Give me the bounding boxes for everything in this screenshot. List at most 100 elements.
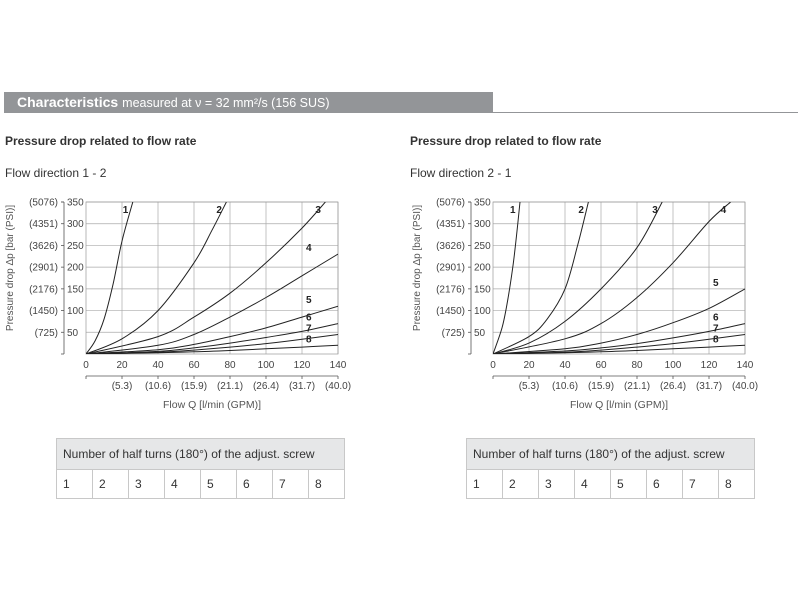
y-tick-label: 350 <box>67 198 84 209</box>
table-cell: 8 <box>308 469 345 499</box>
x-tick-gpm-label: (21.1) <box>624 381 650 392</box>
x-tick-label: 60 <box>595 360 607 371</box>
half-turns-table-right: Number of half turns (180°) of the adjus… <box>466 438 755 499</box>
curve-label-6: 6 <box>306 313 312 324</box>
curve-label-7: 7 <box>713 323 719 334</box>
table-cell: 5 <box>200 469 237 499</box>
curve-label-8: 8 <box>713 334 719 345</box>
y-tick-psi-label: (2901) <box>29 263 58 274</box>
y-axis-label: Pressure drop Δp [bar (PSI)] <box>5 205 16 331</box>
curve-2 <box>493 202 589 354</box>
x-tick-label: 20 <box>523 360 535 371</box>
table-cell: 7 <box>272 469 309 499</box>
table-cell: 4 <box>574 469 611 499</box>
panel-left-flow-direction: Flow direction 1 - 2 <box>5 166 107 180</box>
table-header: Number of half turns (180°) of the adjus… <box>466 438 755 470</box>
y-tick-psi-label: (3626) <box>436 241 465 252</box>
x-axis: 0 20 40 60 80 100 120 140 (5.3) (10.6) (15.9) (21.1… <box>83 360 351 411</box>
x-tick-label: 0 <box>490 360 496 371</box>
curve-label-3: 3 <box>315 205 321 216</box>
x-tick-gpm-label: (40.0) <box>732 381 758 392</box>
table-cell: 2 <box>502 469 539 499</box>
table-cell: 6 <box>236 469 273 499</box>
curve-label-1: 1 <box>510 205 516 216</box>
x-tick-gpm-label: (31.7) <box>696 381 722 392</box>
x-tick-gpm-label: (26.4) <box>660 381 686 392</box>
y-tick-label: 200 <box>67 263 84 274</box>
curve-label-1: 1 <box>123 205 129 216</box>
y-tick-psi-label: (2176) <box>29 284 58 295</box>
curve-6 <box>493 323 745 354</box>
x-axis-label: Flow Q [l/min (GPM)] <box>570 399 668 411</box>
header-subtitle: measured at ν = 32 mm²/s (156 SUS) <box>122 96 330 110</box>
curve-4 <box>493 202 731 354</box>
curve-3 <box>86 202 326 354</box>
x-tick-label: 100 <box>665 360 682 371</box>
y-tick-label: 350 <box>474 198 491 209</box>
x-tick-label: 0 <box>83 360 89 371</box>
x-axis-label: Flow Q [l/min (GPM)] <box>163 399 261 411</box>
y-tick-label: 100 <box>474 306 491 317</box>
x-tick-label: 140 <box>737 360 754 371</box>
header-rule <box>493 112 798 113</box>
curve-label-5: 5 <box>306 295 312 306</box>
table-header: Number of half turns (180°) of the adjus… <box>56 438 345 470</box>
y-axis: 50 (725) 100 (1450) 150 (2176) 200 (2901) 250 (36… <box>29 198 84 355</box>
curve-label-6: 6 <box>713 313 719 324</box>
y-tick-psi-label: (1450) <box>436 306 465 317</box>
x-tick-gpm-label: (5.3) <box>112 381 133 392</box>
x-tick-gpm-label: (15.9) <box>181 381 207 392</box>
table-cell: 1 <box>56 469 93 499</box>
section-header-bar: Characteristics measured at ν = 32 mm²/s … <box>4 92 493 113</box>
panel-left-title: Pressure drop related to flow rate <box>5 134 197 148</box>
table-cell: 4 <box>164 469 201 499</box>
y-tick-psi-label: (725) <box>35 328 58 339</box>
y-tick-label: 150 <box>474 284 491 295</box>
curve-3 <box>493 202 663 354</box>
y-tick-psi-label: (5076) <box>29 198 58 209</box>
x-tick-label: 60 <box>188 360 200 371</box>
table-cell: 7 <box>682 469 719 499</box>
x-tick-label: 40 <box>559 360 571 371</box>
panel-right-flow-direction: Flow direction 2 - 1 <box>410 166 512 180</box>
y-tick-psi-label: (2901) <box>436 263 465 274</box>
y-tick-label: 50 <box>474 328 486 339</box>
half-turns-table-left: Number of half turns (180°) of the adjus… <box>56 438 345 499</box>
x-tick-label: 80 <box>224 360 236 371</box>
y-tick-psi-label: (2176) <box>436 284 465 295</box>
y-tick-label: 300 <box>474 219 491 230</box>
table-cell: 8 <box>718 469 755 499</box>
x-tick-gpm-label: (10.6) <box>552 381 578 392</box>
header-title: Characteristics <box>17 94 119 110</box>
x-tick-label: 40 <box>152 360 164 371</box>
chart-flow-1-2: 50(725)100(1450)150(2176)200(2901)250(36… <box>5 198 351 412</box>
table-cell: 3 <box>538 469 575 499</box>
curve-label-7: 7 <box>306 323 312 334</box>
curve-label-5: 5 <box>713 278 719 289</box>
y-tick-label: 50 <box>67 328 79 339</box>
x-tick-gpm-label: (31.7) <box>289 381 315 392</box>
x-tick-gpm-label: (5.3) <box>519 381 540 392</box>
x-tick-gpm-label: (21.1) <box>217 381 243 392</box>
y-tick-psi-label: (3626) <box>29 241 58 252</box>
x-tick-label: 140 <box>330 360 347 371</box>
chart-flow-2-1: 50(725)100(1450)150(2176)200(2901)250(36… <box>412 198 758 412</box>
curve-label-3: 3 <box>652 205 658 216</box>
y-tick-label: 150 <box>67 284 84 295</box>
y-tick-psi-label: (725) <box>442 328 465 339</box>
y-tick-label: 250 <box>67 241 84 252</box>
curve-5 <box>493 288 745 354</box>
curve-label-2: 2 <box>216 205 222 216</box>
x-tick-gpm-label: (40.0) <box>325 381 351 392</box>
y-tick-label: 200 <box>474 263 491 274</box>
curve-label-2: 2 <box>578 205 584 216</box>
x-tick-gpm-label: (15.9) <box>588 381 614 392</box>
table-cell: 1 <box>466 469 503 499</box>
table-cell: 2 <box>92 469 129 499</box>
x-tick-label: 80 <box>631 360 643 371</box>
curve-5 <box>86 305 338 354</box>
x-tick-label: 20 <box>116 360 128 371</box>
curve-6 <box>86 323 338 354</box>
y-tick-psi-label: (4351) <box>436 219 465 230</box>
